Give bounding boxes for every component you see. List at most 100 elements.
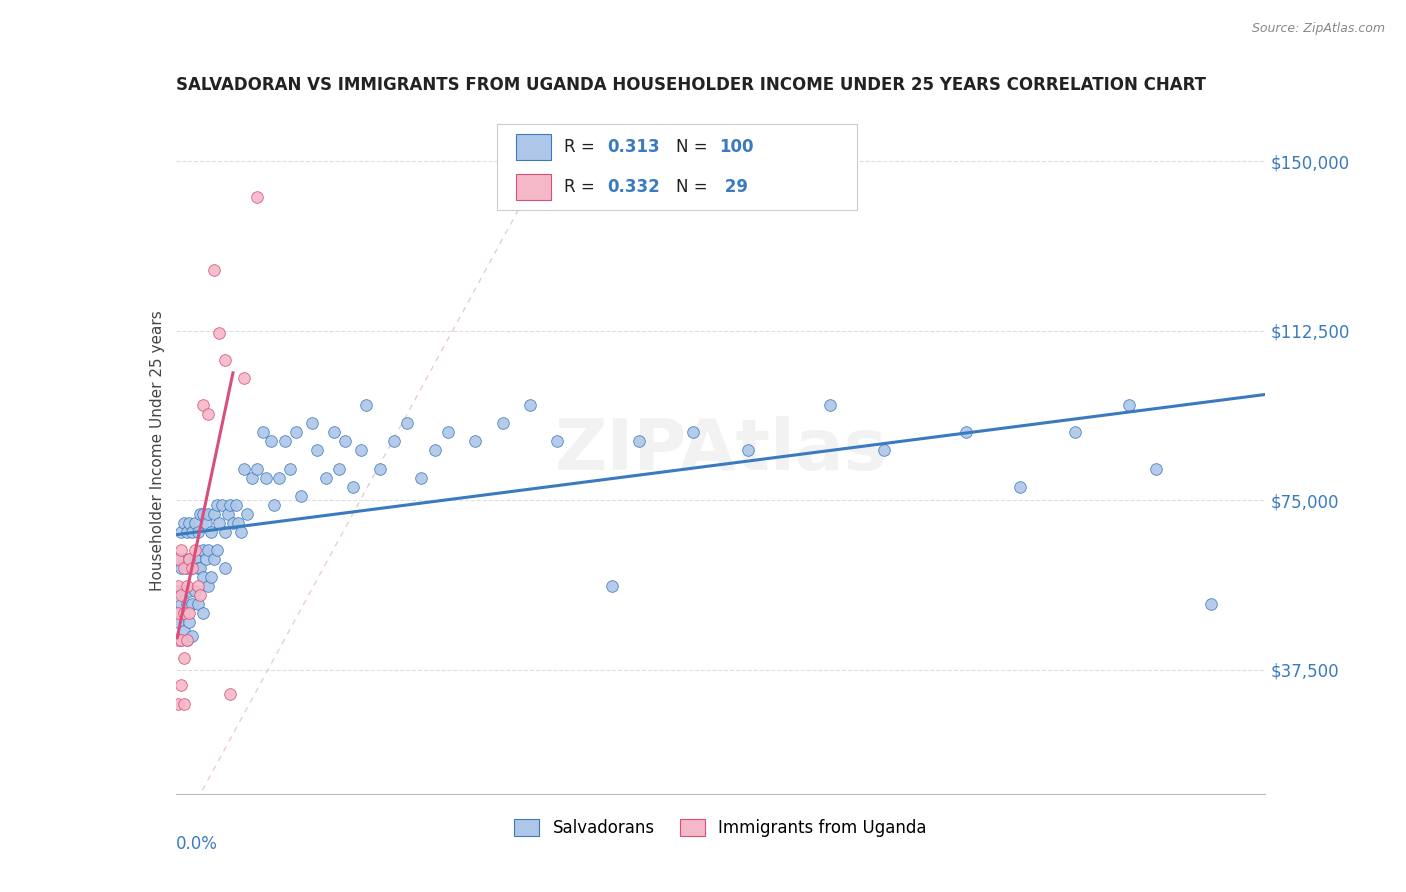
Point <box>214 353 236 368</box>
Point <box>170 542 193 557</box>
Point <box>176 561 198 575</box>
Point <box>342 480 364 494</box>
Point <box>274 434 297 449</box>
Point <box>173 606 195 620</box>
Point <box>197 579 219 593</box>
Point <box>208 326 231 340</box>
Point <box>290 489 312 503</box>
Text: ZIPAtlas: ZIPAtlas <box>554 416 887 485</box>
Point <box>194 516 217 530</box>
Point <box>263 498 285 512</box>
Point <box>492 417 515 431</box>
Point <box>284 425 307 440</box>
Point <box>197 542 219 557</box>
Point <box>181 524 204 539</box>
Point <box>191 507 214 521</box>
Point <box>191 570 214 584</box>
Point <box>246 461 269 475</box>
Point <box>176 633 198 648</box>
Point <box>228 516 250 530</box>
Point <box>200 570 222 584</box>
Text: R =: R = <box>564 178 600 196</box>
Point <box>356 398 378 412</box>
FancyBboxPatch shape <box>498 124 856 211</box>
Point <box>173 651 195 665</box>
Point <box>1199 597 1222 611</box>
Point <box>170 633 193 648</box>
Point <box>176 579 198 593</box>
Text: 29: 29 <box>720 178 748 196</box>
Point <box>246 190 269 204</box>
Point <box>173 624 195 639</box>
Point <box>200 524 222 539</box>
Point <box>737 443 759 458</box>
Point <box>682 425 704 440</box>
Point <box>1118 398 1140 412</box>
Point <box>423 443 446 458</box>
Y-axis label: Householder Income Under 25 years: Householder Income Under 25 years <box>149 310 165 591</box>
Text: 0.332: 0.332 <box>607 178 659 196</box>
Point <box>328 461 350 475</box>
Point <box>307 443 329 458</box>
Point <box>191 542 214 557</box>
Point <box>214 524 236 539</box>
Point <box>254 470 277 484</box>
Point <box>170 561 193 575</box>
Point <box>205 498 228 512</box>
FancyBboxPatch shape <box>516 135 551 161</box>
Point <box>202 552 225 566</box>
Point <box>186 524 209 539</box>
Point <box>194 552 217 566</box>
Text: SALVADORAN VS IMMIGRANTS FROM UGANDA HOUSEHOLDER INCOME UNDER 25 YEARS CORRELATI: SALVADORAN VS IMMIGRANTS FROM UGANDA HOU… <box>176 77 1206 95</box>
Point <box>188 588 211 602</box>
Point <box>222 516 245 530</box>
Point <box>179 606 201 620</box>
Point <box>269 470 291 484</box>
Point <box>173 552 195 566</box>
Point <box>409 470 432 484</box>
Point <box>170 524 193 539</box>
Point <box>188 507 211 521</box>
Text: 0.0%: 0.0% <box>176 835 218 853</box>
Legend: Salvadorans, Immigrants from Uganda: Salvadorans, Immigrants from Uganda <box>508 813 934 844</box>
Point <box>181 561 204 575</box>
Point <box>1010 480 1032 494</box>
Point <box>260 434 283 449</box>
Point <box>208 516 231 530</box>
Point <box>396 417 419 431</box>
Point <box>202 262 225 277</box>
Point <box>225 498 247 512</box>
Point <box>167 579 190 593</box>
Point <box>167 633 190 648</box>
Point <box>546 434 568 449</box>
Point <box>333 434 356 449</box>
Point <box>197 407 219 421</box>
Point <box>873 443 896 458</box>
Point <box>278 461 301 475</box>
Point <box>1063 425 1085 440</box>
Point <box>179 615 201 630</box>
Point <box>211 498 233 512</box>
Point <box>181 561 204 575</box>
Point <box>167 615 190 630</box>
Point <box>170 678 193 692</box>
Point <box>240 470 263 484</box>
Point <box>186 579 209 593</box>
Point <box>1144 461 1167 475</box>
Point <box>167 606 190 620</box>
Point <box>205 542 228 557</box>
Point <box>232 371 254 385</box>
Point <box>322 425 344 440</box>
Point <box>176 633 198 648</box>
Point <box>181 597 204 611</box>
Text: Source: ZipAtlas.com: Source: ZipAtlas.com <box>1251 22 1385 36</box>
Point <box>186 561 209 575</box>
Point <box>235 507 257 521</box>
Text: 0.313: 0.313 <box>607 138 659 156</box>
Point <box>301 417 323 431</box>
Point <box>191 398 214 412</box>
Point <box>219 688 242 702</box>
Point <box>176 524 198 539</box>
Point <box>217 507 239 521</box>
Point <box>184 516 207 530</box>
